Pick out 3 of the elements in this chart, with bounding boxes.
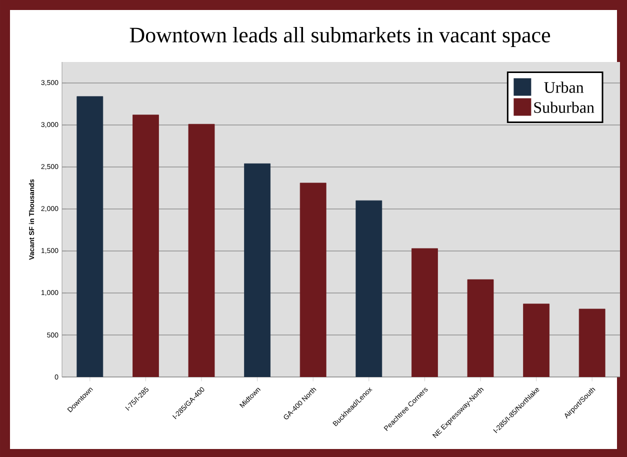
chart-title: Downtown leads all submarkets in vacant space xyxy=(130,27,550,47)
legend-label: Urban xyxy=(544,82,584,93)
legend-label: Suburban xyxy=(534,102,594,113)
